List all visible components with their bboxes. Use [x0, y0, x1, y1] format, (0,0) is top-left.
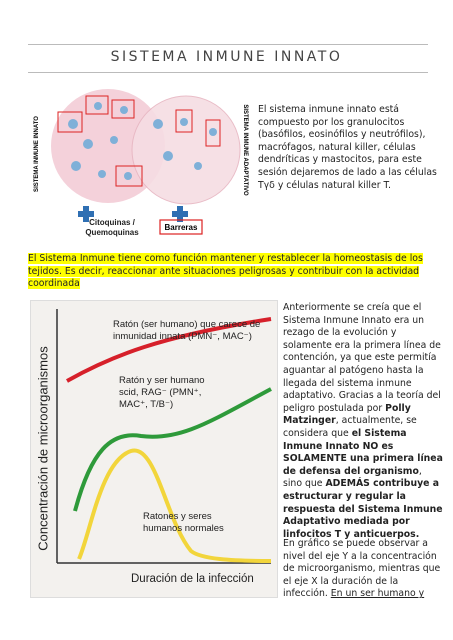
text-run: , sino que [283, 465, 422, 490]
infection-curves [56, 309, 272, 564]
highlight-span: El Sistema Inmune tiene como función man… [28, 253, 423, 290]
body-paragraph: En gráfico se puede observar a nivel del… [283, 538, 443, 601]
barriers-label: Barreras [165, 223, 198, 232]
diagram-left-label: SISTEMA INMUNE INNATO [34, 116, 40, 192]
curve-label: Ratones y seres humanos normales [143, 511, 224, 534]
text-run: Polly Matzinger [283, 402, 411, 427]
text-run: el Sistema Inmune Innato NO es SOLAMENTE… [283, 427, 443, 477]
text-run: ADEMÁS contribuye a estructurar y regula… [283, 478, 443, 540]
y-axis-label: Concentración de microorganismos [35, 346, 51, 551]
rule [28, 44, 428, 45]
diagram-right-label: SISTEMA INMUNE ADAPTATIVO [242, 104, 248, 196]
intro-text: El sistema inmune innato está compuesto … [258, 104, 437, 191]
curve-label: Ratón (ser humano) que carece de inmunid… [113, 319, 261, 342]
text-run: , actualmente, se considera que [283, 415, 417, 439]
text-run: En un ser humano y [330, 588, 425, 600]
rule [28, 72, 428, 73]
highlight-text: El Sistema Inmune tiene como función man… [28, 253, 433, 291]
text-run: En gráfico se puede observar a nivel del… [283, 538, 441, 600]
infection-figure: Concentración de microorganismos Duració… [30, 300, 278, 598]
title: SISTEMA INMUNE INNATO [110, 49, 343, 65]
text-run: Anteriormente se creía que el Sistema In… [283, 302, 441, 414]
cytokines-label: Citoquinas / Quemoquinas [85, 218, 139, 237]
x-axis-label: Duración de la infección [131, 573, 254, 585]
curve-label: Ratón y ser humano scid, RAG⁻ (PMN⁺, MAC… [119, 375, 205, 410]
body-paragraph: Anteriormente se creía que el Sistema In… [283, 302, 443, 541]
immune-diagram: SISTEMA INMUNE INNATO SISTEMA INMUNE ADA… [34, 89, 248, 235]
